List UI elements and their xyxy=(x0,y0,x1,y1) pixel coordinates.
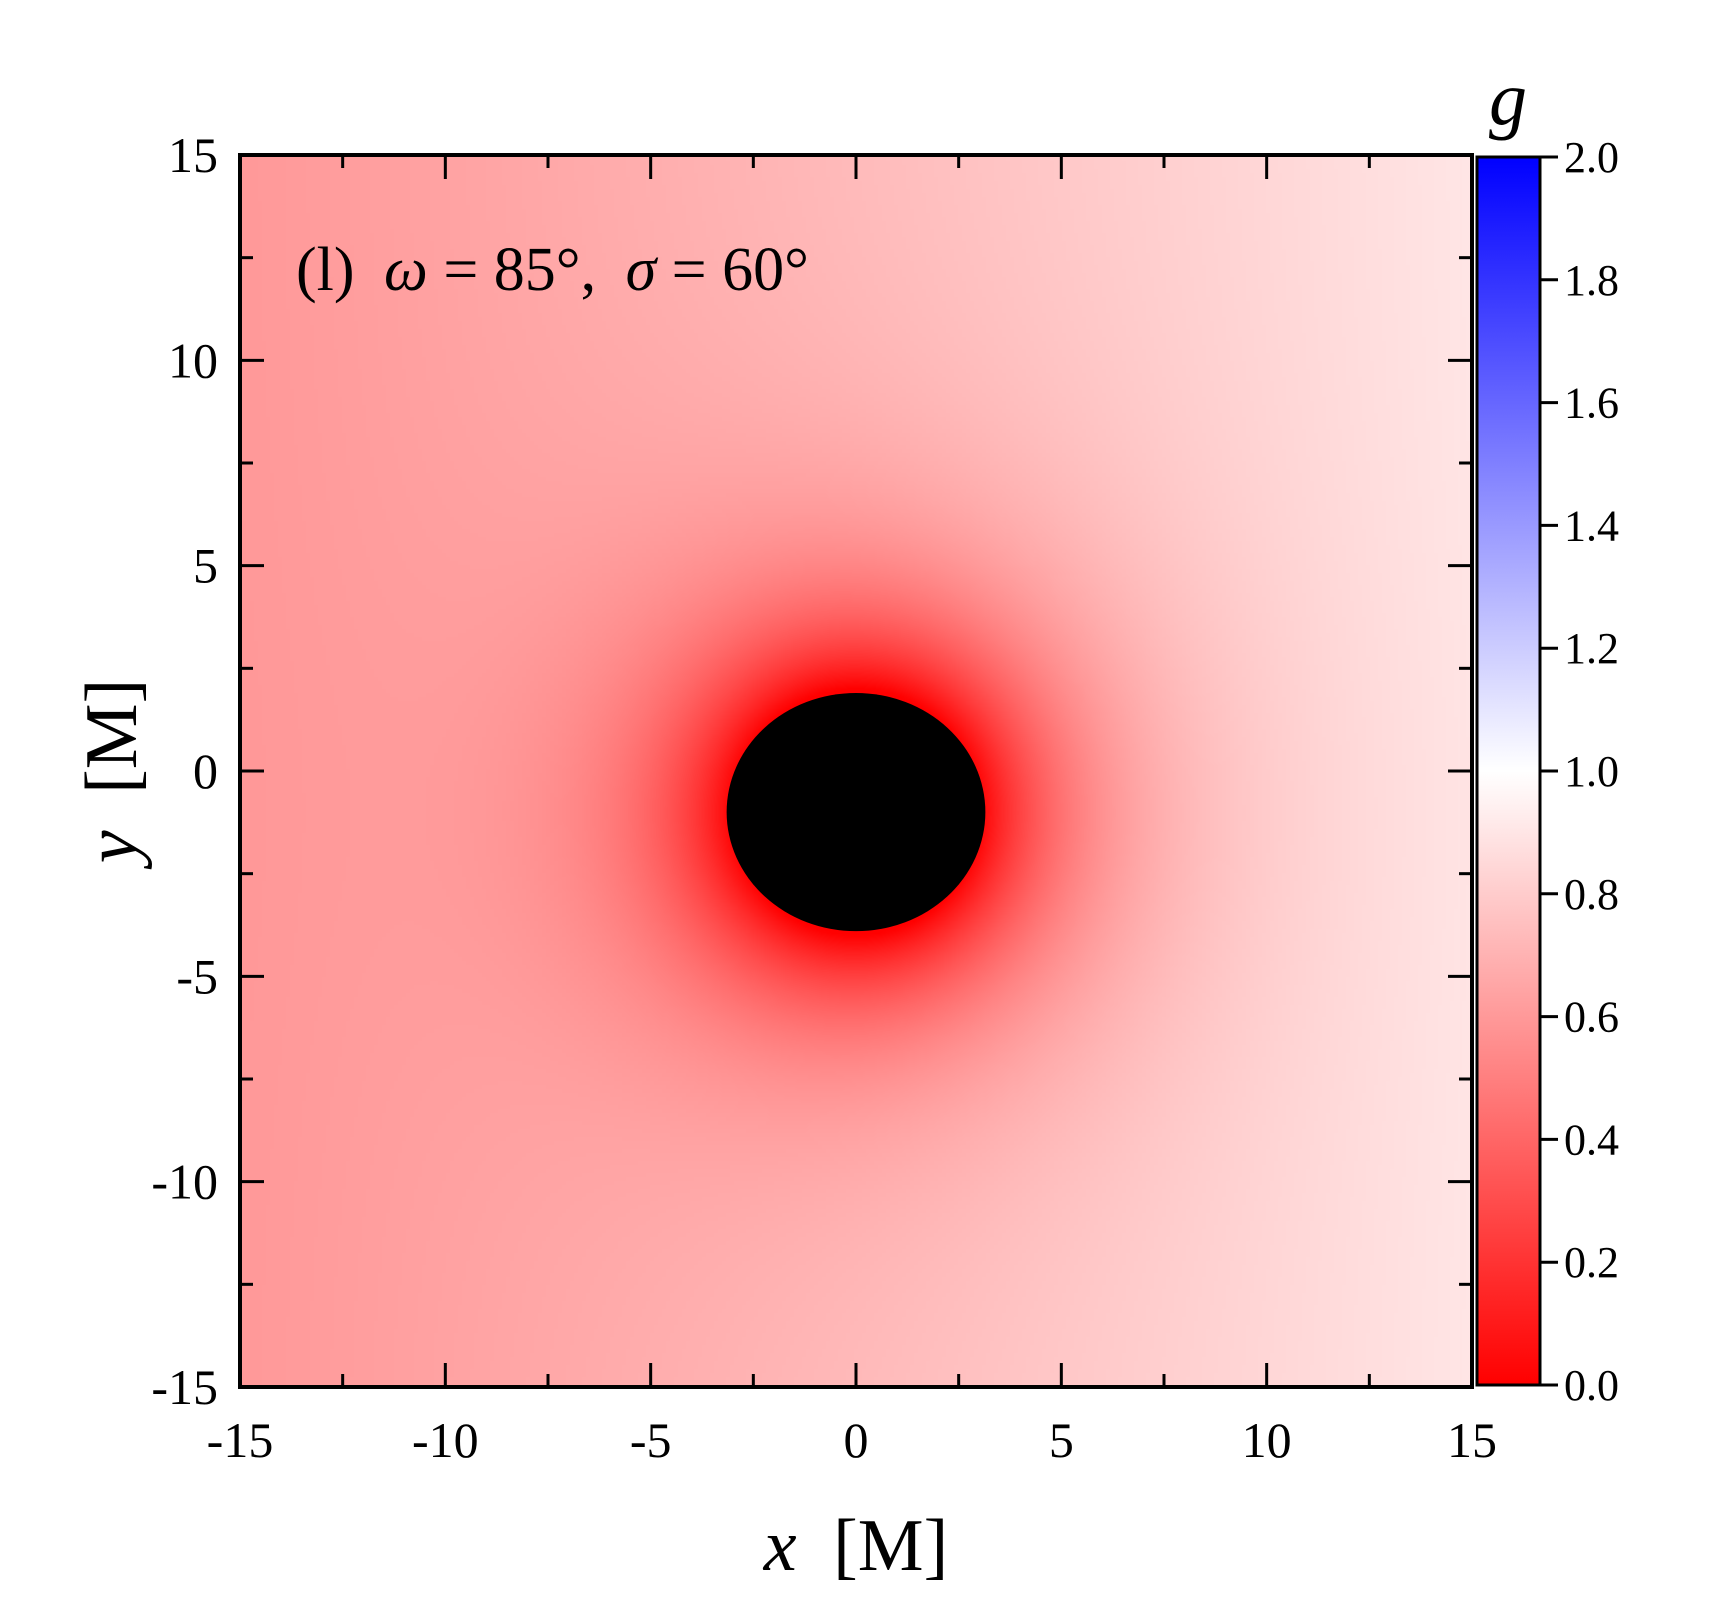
y-axis-var: y xyxy=(71,830,153,870)
colorbar-tick-label: 1.4 xyxy=(1564,501,1619,550)
x-tick-label: 10 xyxy=(1242,1412,1292,1468)
y-tick-label: 0 xyxy=(193,743,218,799)
x-tick-labels: -15 -10 -5 0 5 10 15 xyxy=(207,1412,1497,1468)
colorbar-tick-label: 0.6 xyxy=(1564,993,1619,1042)
omega-value: = 85°, xyxy=(443,236,596,304)
sigma-symbol: σ xyxy=(626,236,659,304)
x-tick-label: 15 xyxy=(1447,1412,1497,1468)
y-tick-label: 10 xyxy=(168,332,218,388)
plot-frame xyxy=(238,153,1474,1389)
y-tick-label: 5 xyxy=(193,538,218,594)
plot-ticks xyxy=(238,153,1474,1389)
y-tick-label: -5 xyxy=(176,948,218,1004)
x-tick-label: -10 xyxy=(412,1412,479,1468)
colorbar xyxy=(1475,155,1542,1387)
colorbar-ticks xyxy=(1540,155,1558,1387)
x-tick-label: 5 xyxy=(1049,1412,1074,1468)
x-tick-label: -15 xyxy=(207,1412,274,1468)
colorbar-tick-label: 0.0 xyxy=(1564,1361,1619,1410)
y-tick-label: -15 xyxy=(151,1359,218,1415)
y-tick-label: 15 xyxy=(168,127,218,183)
colorbar-tick-label: 0.2 xyxy=(1564,1238,1619,1287)
colorbar-label: g xyxy=(1489,57,1527,141)
panel-annotation: (l) ω = 85°, σ = 60° xyxy=(296,236,809,304)
colorbar-tick-label: 1.8 xyxy=(1564,256,1619,305)
y-axis-unit: [M] xyxy=(71,679,153,794)
colorbar-tick-label: 1.0 xyxy=(1564,747,1619,796)
colorbar-tick-label: 2.0 xyxy=(1564,133,1619,182)
x-tick-label: 0 xyxy=(844,1412,869,1468)
x-axis-var: x xyxy=(763,1505,797,1587)
colorbar-tick-label: 0.8 xyxy=(1564,870,1619,919)
sigma-value: = 60° xyxy=(672,236,809,304)
colorbar-tick-label: 1.2 xyxy=(1564,624,1619,673)
y-axis-label: y [M] xyxy=(71,679,153,870)
colorbar-tick-label: 0.4 xyxy=(1564,1115,1619,1164)
heatmap-field xyxy=(240,155,1472,1387)
colorbar-tick-labels: 0.0 0.2 0.4 0.6 0.8 1.0 1.2 1.4 1.6 1.8 2.0 xyxy=(1564,133,1619,1410)
x-axis-unit: [M] xyxy=(833,1505,948,1587)
x-axis-label: x [M] xyxy=(763,1505,948,1587)
panel-label: (l) xyxy=(296,236,355,304)
x-tick-label: -5 xyxy=(630,1412,672,1468)
omega-symbol: ω xyxy=(384,236,428,304)
y-tick-label: -10 xyxy=(151,1154,218,1210)
colorbar-tick-label: 1.6 xyxy=(1564,379,1619,428)
black-hole-shadow xyxy=(726,692,986,932)
y-tick-labels: -15 -10 -5 0 5 10 15 xyxy=(151,127,218,1415)
